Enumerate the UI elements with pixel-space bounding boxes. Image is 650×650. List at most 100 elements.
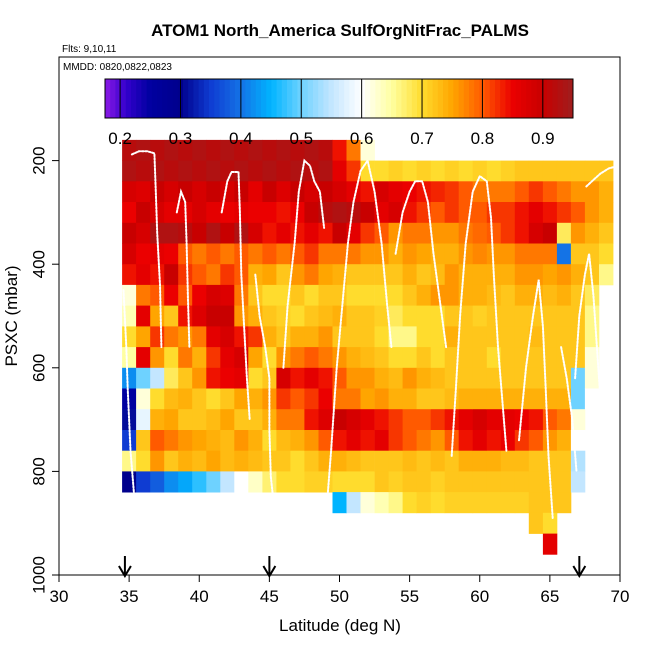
heatmap-cell	[150, 326, 165, 348]
heatmap-cell	[178, 305, 193, 327]
flight-track	[574, 253, 603, 421]
heatmap-cell	[402, 450, 417, 472]
heatmap-cell	[374, 367, 389, 389]
heatmap-cell	[262, 202, 277, 224]
x-tick-label: 35	[120, 587, 139, 606]
heatmap-cell	[402, 347, 417, 369]
heatmap-cell	[276, 450, 291, 472]
heatmap-cell	[514, 450, 530, 472]
heatmap-cell	[528, 202, 544, 224]
heatmap-cell	[458, 222, 474, 244]
heatmap-cell	[584, 367, 600, 389]
heatmap-cell	[472, 284, 488, 306]
heatmap-cell	[584, 284, 600, 306]
heatmap-cell	[276, 181, 291, 203]
heatmap-cell	[206, 450, 221, 472]
heatmap-cell	[542, 430, 558, 452]
colorbar-segment	[474, 79, 480, 118]
colorbar-segment	[443, 79, 449, 118]
heatmap-cell	[416, 284, 431, 306]
heatmap-cell	[206, 367, 221, 389]
heatmap-cell	[599, 181, 614, 203]
heatmap-cell	[234, 222, 249, 244]
heatmap-cell	[164, 181, 179, 203]
heatmap-cell	[290, 284, 305, 306]
colorbar-segment	[526, 79, 532, 118]
heatmap-cell	[178, 326, 193, 348]
heatmap-cell	[192, 222, 207, 244]
heatmap-cell	[332, 430, 347, 452]
heatmap-cell	[192, 160, 207, 182]
heatmap-cell	[500, 181, 516, 203]
heatmap-cell	[136, 450, 151, 472]
x-tick-label: 70	[611, 587, 630, 606]
heatmap-cell	[472, 243, 488, 265]
y-axis: 200 400 600 800 1000	[29, 146, 59, 594]
heatmap-cell	[388, 202, 403, 224]
colorbar-tick-label: 0.9	[531, 129, 555, 148]
heatmap-cell	[584, 202, 600, 224]
heatmap-cell	[122, 326, 137, 348]
heatmap-cell	[164, 326, 179, 348]
colorbar-segment	[515, 79, 522, 118]
heatmap-cell	[332, 181, 347, 203]
heatmap-cell	[416, 450, 431, 472]
heatmap-cell	[220, 139, 235, 161]
heatmap-cell	[136, 284, 151, 306]
heatmap-cell	[402, 222, 417, 244]
heatmap-cell	[318, 471, 333, 493]
heatmap-cell	[388, 409, 403, 431]
heatmap-cell	[346, 367, 361, 389]
heatmap-cell	[556, 305, 572, 327]
heatmap-cell	[318, 284, 333, 306]
heatmap-cell	[136, 222, 151, 244]
colorbar-segment	[339, 79, 345, 118]
heatmap-cell	[542, 243, 558, 265]
colorbar-segment	[157, 79, 163, 118]
heatmap-cell	[136, 388, 151, 410]
flight-track	[122, 289, 136, 504]
heatmap-cell	[374, 160, 389, 182]
heatmap-cell	[360, 492, 375, 514]
heatmap-cell	[528, 181, 544, 203]
colorbar-segment	[209, 79, 215, 118]
heatmap-cell	[500, 284, 516, 306]
heatmap-cell	[388, 264, 403, 286]
heatmap-cell	[304, 202, 319, 224]
heatmap-cell	[346, 305, 361, 327]
heatmap-cell	[458, 347, 474, 369]
heatmap-cell	[192, 202, 207, 224]
colorbar-segment	[531, 79, 538, 118]
colorbar-segment	[422, 79, 428, 118]
heatmap-cell	[304, 222, 319, 244]
heatmap-cell	[276, 160, 291, 182]
heatmap-cell	[248, 430, 263, 452]
heatmap-cell	[584, 305, 600, 327]
heatmap-cell	[472, 471, 488, 493]
colorbar-segment	[500, 79, 506, 118]
heatmap-cell	[472, 388, 488, 410]
heatmap-cell	[430, 326, 446, 348]
heatmap-cell	[220, 284, 235, 306]
colorbar-segment	[458, 79, 465, 118]
heatmap-cell	[556, 202, 572, 224]
heatmap-cell	[318, 181, 333, 203]
heatmap-cell	[542, 533, 558, 555]
heatmap-cell	[192, 430, 207, 452]
colorbar-segment	[344, 79, 350, 118]
heatmap-cell	[290, 388, 305, 410]
flight-track	[585, 164, 620, 188]
colorbar-tick-label: 0.7	[410, 129, 434, 148]
flight-tracks	[122, 150, 620, 525]
heatmap-cell	[556, 243, 572, 265]
heatmap-cell	[122, 367, 137, 389]
heatmap-cell	[472, 450, 488, 472]
heatmap-cell	[276, 202, 291, 224]
heatmap-cell	[374, 450, 389, 472]
heatmap-cell	[122, 202, 137, 224]
heatmap-cell	[486, 305, 502, 327]
heatmap-cell	[402, 160, 417, 182]
heatmap-cell	[164, 222, 179, 244]
heatmap-cell	[262, 160, 277, 182]
heatmap-cell	[234, 430, 249, 452]
